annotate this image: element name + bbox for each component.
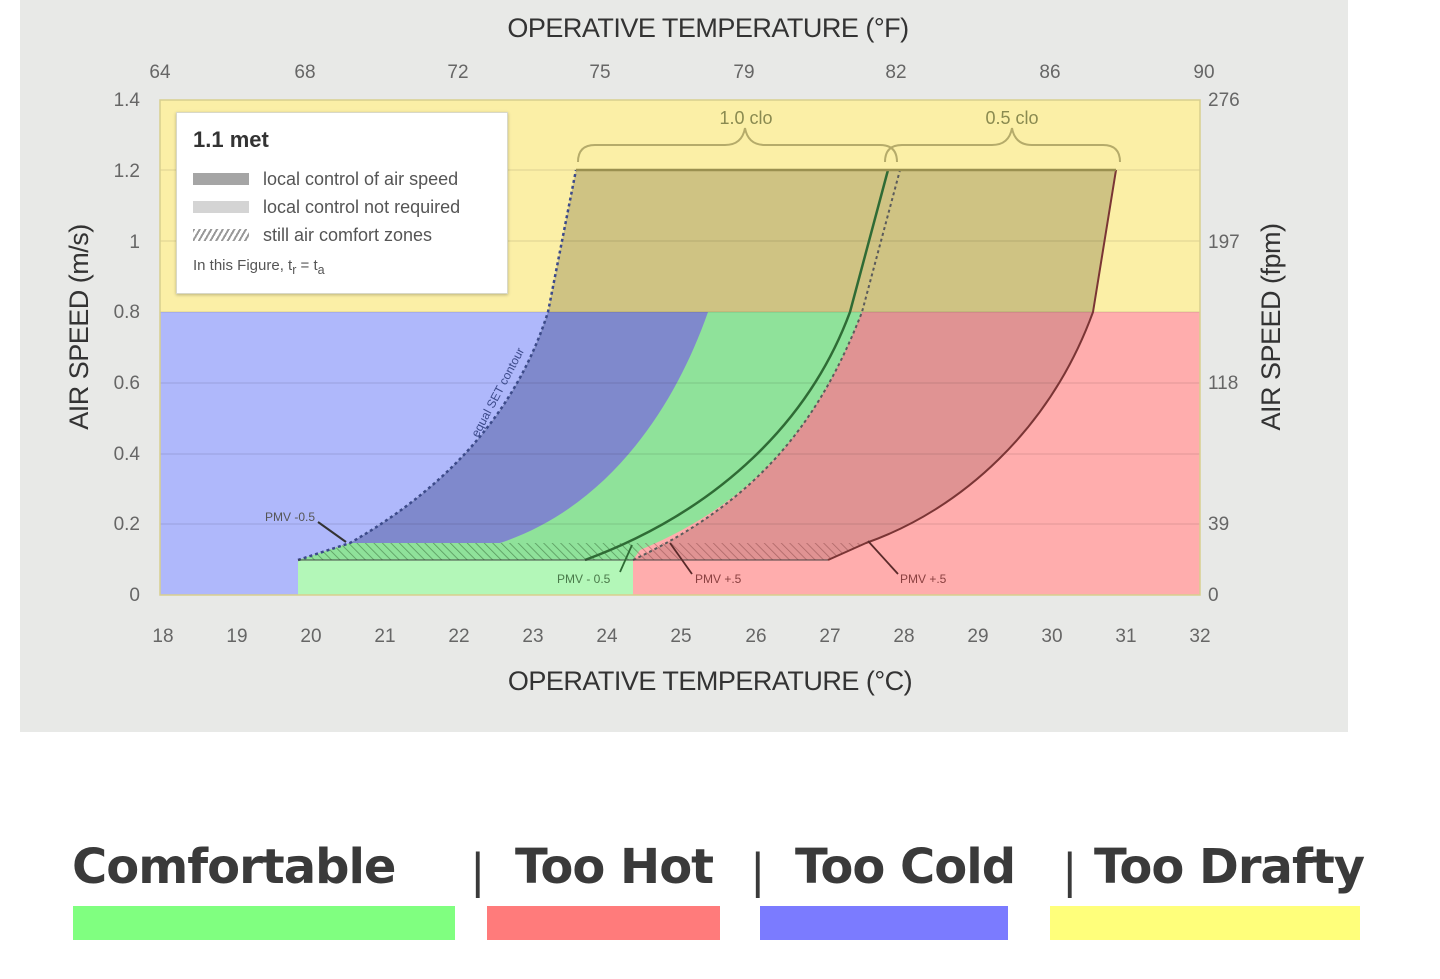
- svg-text:79: 79: [733, 62, 754, 83]
- label-pmv-minus-mid: PMV - 0.5: [557, 572, 611, 586]
- svg-text:118: 118: [1208, 373, 1238, 394]
- svg-text:86: 86: [1039, 62, 1060, 83]
- dark-swatch-icon: [193, 173, 249, 185]
- svg-text:75: 75: [589, 62, 610, 83]
- svg-text:19: 19: [226, 626, 247, 647]
- pmv-mid-minus-pointer: [619, 544, 633, 573]
- zone-hot-local-control: [633, 312, 1093, 560]
- svg-text:28: 28: [893, 626, 914, 647]
- x-axis-title: OPERATIVE TEMPERATURE (°C): [508, 666, 912, 696]
- key-too-cold: Too Cold: [795, 839, 1016, 895]
- key-separator: |: [750, 844, 766, 898]
- svg-text:0.2: 0.2: [114, 514, 140, 535]
- pmv-right-pointer: [867, 540, 899, 575]
- key-too-hot: Too Hot: [515, 839, 714, 895]
- set-contour-cool-1clo: [297, 169, 578, 562]
- key-separator: |: [470, 844, 486, 898]
- light-swatch-icon: [193, 201, 249, 213]
- key-bar-too-hot: [487, 906, 720, 940]
- svg-text:31: 31: [1115, 626, 1136, 647]
- label-pmv-minus-left: PMV -0.5: [265, 510, 315, 524]
- legend-note: In this Figure, tr = ta: [193, 257, 325, 277]
- svg-text:18: 18: [152, 626, 173, 647]
- svg-text:82: 82: [885, 62, 906, 83]
- svg-text:0: 0: [1208, 585, 1219, 606]
- x2-axis-ticks: 64 68 72 75 79 82 86 90: [149, 62, 1214, 83]
- svg-text:20: 20: [300, 626, 321, 647]
- y-axis-ticks: 0 0.2 0.4 0.6 0.8 1 1.2 1.4: [114, 90, 141, 606]
- svg-text:0: 0: [129, 585, 140, 606]
- svg-text:276: 276: [1208, 90, 1240, 111]
- plot-frame: [159, 99, 1201, 596]
- legend-item-not-required: local control not required: [193, 193, 491, 221]
- legend-item-local-control: local control of air speed: [193, 165, 491, 193]
- svg-text:25: 25: [670, 626, 691, 647]
- svg-text:0.8: 0.8: [114, 302, 140, 323]
- key-too-drafty: Too Drafty: [1094, 839, 1365, 895]
- x-axis-ticks: 18 19 20 21 22 23 24 25 26 27 28 29 30 3…: [152, 626, 1210, 647]
- svg-text:72: 72: [447, 62, 468, 83]
- svg-text:197: 197: [1208, 232, 1240, 253]
- x2-axis-title: OPERATIVE TEMPERATURE (°F): [507, 13, 908, 43]
- label-05clo: 0.5 clo: [985, 108, 1038, 128]
- key-bar-too-drafty: [1050, 906, 1360, 940]
- zone-still-air-green: [298, 560, 633, 595]
- svg-text:32: 32: [1189, 626, 1210, 647]
- color-key: Comfortable | Too Hot | Too Cold | Too D…: [0, 838, 1440, 948]
- svg-text:64: 64: [149, 62, 171, 83]
- chart-legend: 1.1 met local control of air speed local…: [176, 112, 508, 294]
- svg-text:68: 68: [294, 62, 315, 83]
- key-separator: |: [1062, 844, 1078, 898]
- svg-text:30: 30: [1041, 626, 1062, 647]
- svg-text:1: 1: [129, 232, 140, 253]
- svg-text:22: 22: [448, 626, 469, 647]
- svg-text:0.4: 0.4: [114, 444, 141, 465]
- svg-text:27: 27: [819, 626, 840, 647]
- svg-text:1.4: 1.4: [114, 90, 141, 111]
- boundary-cool-05clo: [632, 169, 901, 561]
- still-air-hatch-cool: [298, 543, 640, 560]
- y-axis-title: AIR SPEED (m/s): [64, 224, 94, 430]
- y2-axis-title: AIR SPEED (fpm): [1256, 223, 1286, 430]
- pmv-left-pointer: [317, 521, 347, 543]
- zone-drafty-local-control: [548, 170, 1116, 312]
- region-too-cold: [160, 312, 548, 595]
- key-comfortable: Comfortable: [72, 839, 396, 895]
- svg-text:1.2: 1.2: [114, 161, 140, 182]
- boundary-warm-1clo: [584, 169, 890, 562]
- label-1clo: 1.0 clo: [719, 108, 772, 128]
- svg-text:26: 26: [745, 626, 766, 647]
- svg-text:23: 23: [522, 626, 543, 647]
- still-air-hatch-warm: [633, 543, 866, 560]
- svg-text:21: 21: [374, 626, 395, 647]
- comfort-chart: 1.0 clo 0.5 clo equal SET contour PMV -0…: [64, 13, 1286, 696]
- svg-text:29: 29: [967, 626, 988, 647]
- pmv-mid-plus-pointer: [669, 542, 693, 575]
- svg-text:39: 39: [1208, 514, 1229, 535]
- brace-1clo: [577, 127, 898, 163]
- svg-text:90: 90: [1193, 62, 1214, 83]
- key-bar-comfortable: [73, 906, 455, 940]
- brace-05clo: [884, 127, 1121, 163]
- svg-text:24: 24: [596, 626, 618, 647]
- y2-axis-ticks: 0 39 118 197 276: [1208, 90, 1240, 606]
- svg-text:0.6: 0.6: [114, 373, 140, 394]
- legend-item-still-air: still air comfort zones: [193, 221, 491, 249]
- label-pmv-plus-mid: PMV +.5: [695, 572, 742, 586]
- label-pmv-plus-right: PMV +.5: [900, 572, 947, 586]
- legend-title: 1.1 met: [193, 127, 269, 152]
- hatch-swatch-icon: [193, 229, 249, 241]
- boundary-warm-05clo: [827, 169, 1117, 561]
- key-bar-too-cold: [760, 906, 1008, 940]
- zone-cold-local-control: [350, 312, 708, 543]
